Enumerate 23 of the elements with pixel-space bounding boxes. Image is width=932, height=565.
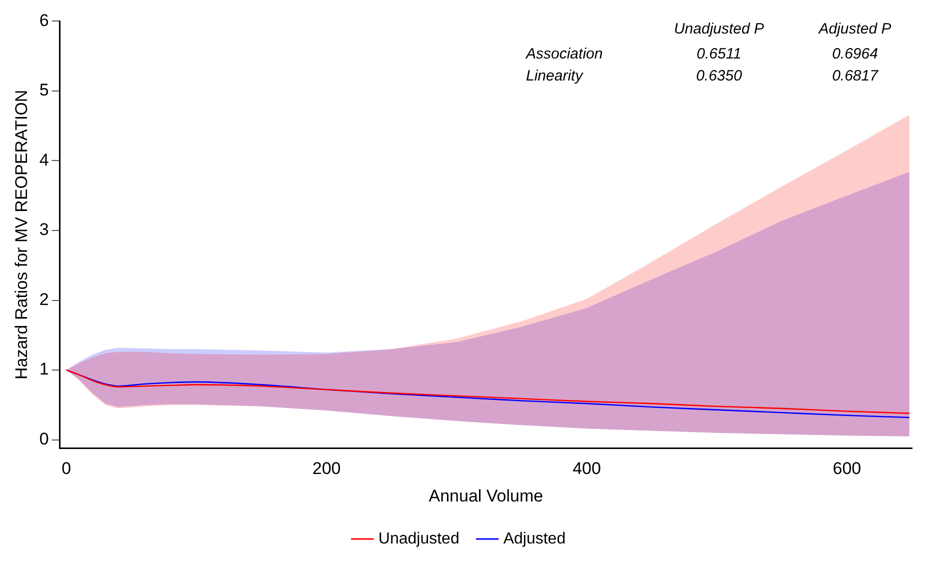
annotation: Association (525, 45, 603, 62)
x-tick-label: 400 (572, 459, 601, 478)
legend-label: Unadjusted (378, 530, 460, 548)
annotation: 0.6511 (696, 45, 742, 62)
x-tick-label: 600 (832, 459, 862, 478)
annotation: 0.6964 (832, 45, 878, 62)
y-tick-label: 6 (39, 10, 49, 30)
y-tick-label: 5 (39, 80, 49, 100)
y-tick-label: 2 (39, 290, 49, 309)
y-axis-title: Hazard Ratios for MV REOPERATION (12, 90, 31, 380)
y-tick-label: 0 (39, 430, 49, 449)
legend-label: Adjusted (503, 530, 566, 548)
annotation: Adjusted P (818, 20, 892, 38)
annotation: Unadjusted P (674, 20, 764, 38)
x-tick-label: 0 (62, 459, 72, 478)
y-tick-label: 4 (39, 150, 49, 170)
annotation: Linearity (526, 67, 584, 84)
y-tick-label: 1 (39, 360, 49, 379)
annotation: 0.6350 (696, 67, 743, 84)
y-tick-label: 3 (39, 220, 49, 240)
annotation: 0.6817 (832, 67, 879, 84)
x-axis-title: Annual Volume (428, 486, 544, 506)
x-tick-label: 200 (312, 459, 341, 478)
